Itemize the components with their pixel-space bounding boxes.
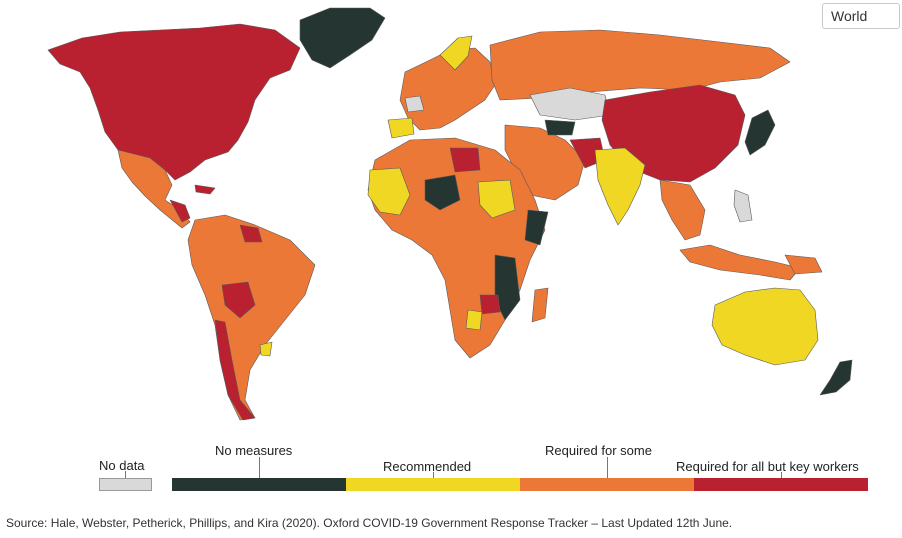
legend-swatch-no-measures [172, 478, 346, 491]
region-select[interactable]: World [822, 3, 900, 29]
legend-label-recommended: Recommended [383, 459, 472, 474]
region-botswana[interactable] [465, 309, 483, 331]
legend-label-required-for-some: Required for some [545, 443, 652, 458]
region-russia[interactable] [489, 29, 791, 101]
legend-swatch-required-for-some [520, 478, 694, 491]
region-scandinavia[interactable] [439, 35, 473, 71]
region-iberia[interactable] [387, 117, 415, 139]
legend-tick-no-measures [259, 457, 260, 478]
world-map [47, 7, 853, 421]
legend-tick-required-for-all [781, 472, 782, 478]
region-central-america[interactable] [169, 199, 191, 223]
region-chile[interactable] [214, 319, 256, 421]
region-india[interactable] [594, 147, 646, 226]
region-madagascar[interactable] [531, 287, 549, 323]
region-southeast-asia[interactable] [659, 179, 706, 241]
legend-swatch-required-for-all [694, 478, 868, 491]
legend-tick-recommended [433, 472, 434, 478]
legend-no-data-swatch [99, 478, 152, 491]
region-china[interactable] [601, 84, 746, 183]
region-greenland[interactable] [299, 7, 386, 69]
region-libya[interactable] [449, 147, 481, 173]
region-indonesia[interactable] [679, 244, 801, 281]
region-papua-new-guinea[interactable] [784, 254, 823, 275]
legend-no-data-tick [125, 471, 126, 478]
region-kazakhstan[interactable] [529, 87, 611, 121]
legend-no-data-label: No data [99, 458, 145, 473]
region-bolivia[interactable] [221, 281, 256, 319]
region-north-america[interactable] [47, 23, 301, 181]
source-note: Source: Hale, Webster, Petherick, Philli… [6, 516, 733, 530]
legend-label-no-measures: No measures [215, 443, 293, 458]
legend-swatch-recommended [346, 478, 520, 491]
legend-label-required-for-all: Required for all but key workers [676, 459, 859, 474]
region-niger-chad[interactable] [424, 174, 461, 211]
region-caribbean[interactable] [194, 184, 216, 195]
region-sudan[interactable] [477, 179, 516, 219]
region-east-africa[interactable] [494, 254, 521, 321]
region-australia[interactable] [711, 287, 819, 366]
region-uruguay[interactable] [259, 341, 273, 357]
region-select-value: World [831, 8, 868, 24]
legend-tick-required-for-some [607, 457, 608, 478]
region-turkey[interactable] [544, 119, 576, 136]
region-philippines[interactable] [733, 189, 753, 223]
region-venezuela[interactable] [239, 224, 263, 243]
region-new-zealand[interactable] [819, 359, 853, 396]
region-central-europe[interactable] [404, 95, 425, 113]
region-japan[interactable] [744, 109, 776, 156]
region-south-america[interactable] [187, 214, 316, 421]
region-zimbabwe[interactable] [479, 294, 501, 315]
region-mexico[interactable] [117, 149, 191, 229]
region-west-africa[interactable] [367, 167, 411, 216]
region-horn-africa[interactable] [524, 209, 549, 246]
